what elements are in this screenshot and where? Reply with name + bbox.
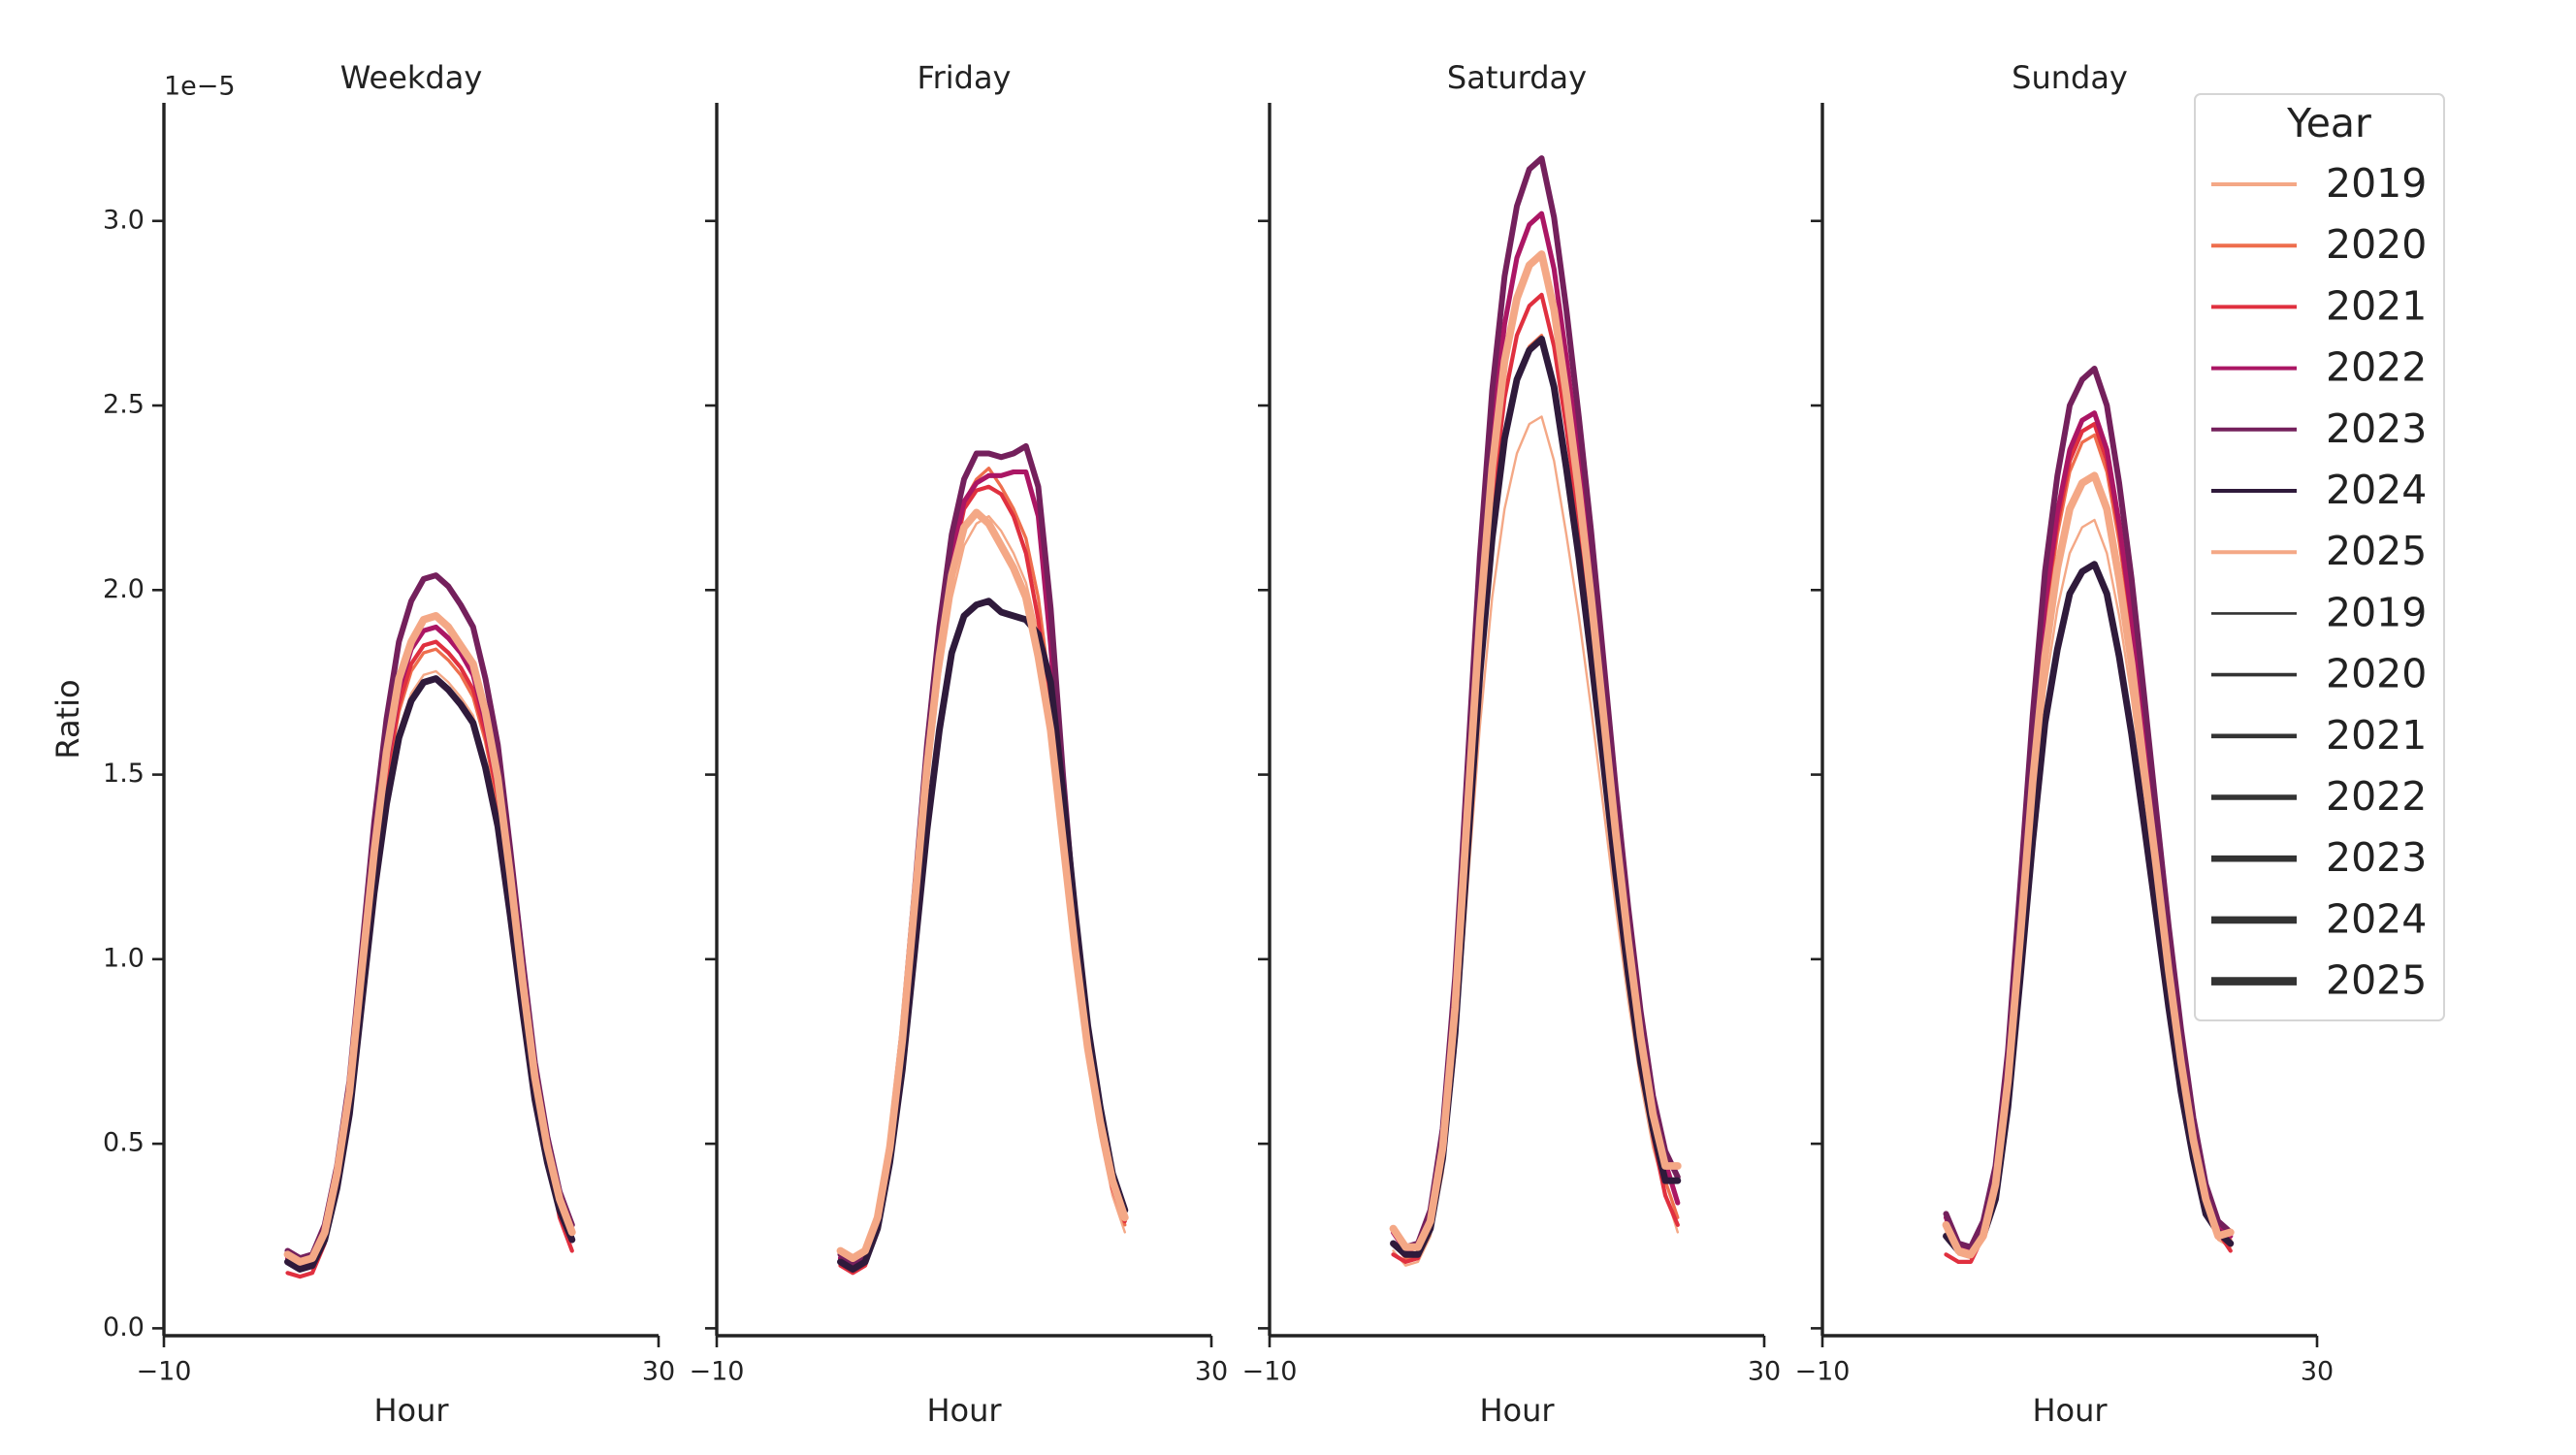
- offset-text: 1e−5: [164, 72, 236, 102]
- x-axis-label: Hour: [1479, 1392, 1555, 1429]
- legend-label: 2019: [2326, 589, 2427, 635]
- legend-title: Year: [2286, 100, 2371, 146]
- legend-label: 2021: [2326, 712, 2427, 759]
- y-tick-label: 3.0: [103, 205, 145, 235]
- panel: Sunday −10 30 Hour: [1795, 59, 2334, 1429]
- series-line: [1942, 471, 2235, 1259]
- x-tick-label: 30: [2301, 1357, 2334, 1387]
- x-tick-label: 30: [1195, 1357, 1228, 1387]
- x-axis-label: Hour: [373, 1392, 449, 1429]
- x-tick-label: −10: [137, 1357, 192, 1387]
- panel-title: Sunday: [2012, 59, 2128, 96]
- panel: Friday −10 30 Hour: [690, 59, 1229, 1429]
- y-tick-label: 2.0: [103, 574, 145, 604]
- y-tick-label: 0.0: [103, 1312, 145, 1342]
- legend-label: 2022: [2326, 344, 2427, 391]
- legend-label: 2025: [2326, 957, 2427, 1004]
- legend-label: 2021: [2326, 282, 2427, 329]
- panel: Saturday −10 30 Hour: [1242, 59, 1782, 1429]
- series-line: [283, 612, 576, 1266]
- legend-label: 2023: [2326, 405, 2427, 452]
- legend-label: 2022: [2326, 773, 2427, 820]
- x-tick-label: −10: [690, 1357, 745, 1387]
- x-tick-label: −10: [1795, 1357, 1851, 1387]
- legend: Year 2019 2020 2021 2022 2023 2024 2025 2019 2020…: [2194, 93, 2445, 1021]
- x-tick-label: 30: [1748, 1357, 1781, 1387]
- series-line: [836, 508, 1129, 1262]
- series-line: [1389, 250, 1682, 1251]
- legend-label: 2020: [2326, 651, 2427, 697]
- x-tick-label: −10: [1242, 1357, 1298, 1387]
- panel: Weekday 0.0 0.5 1.0 1.5 2.0 2.5 3.0 −10 30 Hour Rat…: [49, 59, 675, 1429]
- legend-label: 2019: [2326, 160, 2427, 207]
- y-tick-label: 0.5: [103, 1128, 145, 1158]
- legend-label: 2024: [2326, 895, 2427, 942]
- legend-label: 2023: [2326, 834, 2427, 881]
- x-axis-label: Hour: [2032, 1392, 2108, 1429]
- y-tick-label: 2.5: [103, 390, 145, 420]
- y-axis-label: Ratio: [49, 679, 86, 759]
- y-tick-label: 1.0: [103, 943, 145, 973]
- y-tick-label: 1.5: [103, 759, 145, 789]
- x-axis-label: Hour: [926, 1392, 1002, 1429]
- panel-title: Weekday: [340, 59, 483, 96]
- legend-label: 2025: [2326, 528, 2427, 574]
- x-tick-label: 30: [642, 1357, 675, 1387]
- legend-label: 2020: [2326, 221, 2427, 268]
- panel-title: Friday: [918, 59, 1012, 96]
- legend-label: 2024: [2326, 467, 2427, 513]
- legend-frame: [2194, 93, 2445, 1021]
- panel-title: Saturday: [1447, 59, 1587, 96]
